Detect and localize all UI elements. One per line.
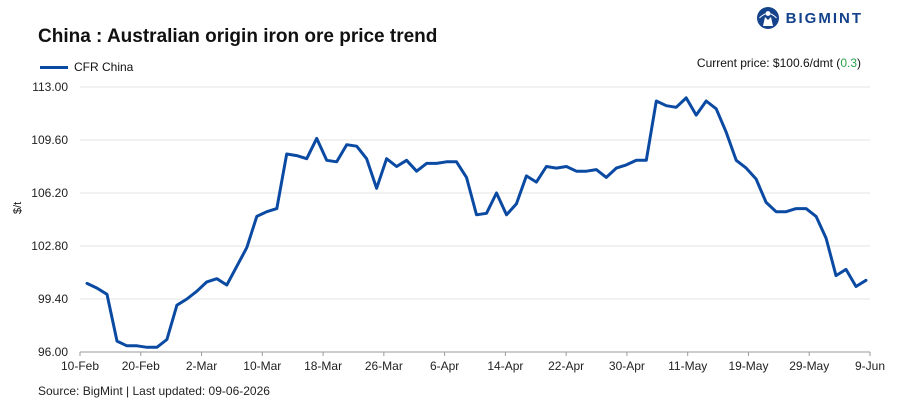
bigmint-globe-icon [756,7,779,29]
x-tick-label: 22-Apr [548,359,584,373]
y-tick-label: 113.00 [32,80,68,94]
y-tick-label: 109.60 [31,133,68,147]
brand-logo: BIGMINT [756,6,863,30]
x-tick-label: 19-May [728,359,768,373]
legend-swatch [40,65,68,69]
x-tick-label: 11-May [668,359,707,373]
y-tick-label: 106.20 [31,186,68,200]
x-tick-label: 20-Feb [122,359,160,373]
source-note: Source: BigMint | Last updated: 09-06-20… [38,384,270,398]
x-tick-labels: 10-Feb 20-Feb 2-Mar 10-Mar 18-Mar 26-Mar 6-Apr… [61,352,885,373]
grid-lines [80,86,870,353]
current-price-prefix: Current price: $100.6/dmt ( [696,56,841,70]
y-tick-label: 99.40 [38,292,68,306]
legend: CFR China [40,60,133,74]
x-tick-label: 10-Mar [243,359,281,373]
x-tick-label: 10-Feb [61,359,99,373]
x-tick-label: 30-Apr [609,359,645,373]
x-tick-label: 2-Mar [186,359,217,373]
current-price-change: 0.3 [840,56,857,70]
x-tick-label: 9-Jun [855,359,885,373]
brand-name: BIGMINT [785,9,863,27]
series-group [85,96,868,349]
current-price: Current price: $100.6/dmt (0.3) [697,56,861,70]
y-tick-labels: 96.00 99.40 102.80 106.20 109.60 113.00 [31,80,68,359]
chart-title: China : Australian origin iron ore price… [38,26,438,47]
y-tick-label: 102.80 [31,239,68,253]
x-tick-label: 18-Mar [304,359,342,373]
x-tick-label: 26-Mar [365,359,403,373]
x-tick-label: 14-Apr [487,359,523,373]
legend-label: CFR China [74,60,134,74]
current-price-suffix: ) [857,56,861,70]
x-tick-label: 29-May [789,359,829,373]
series-line-cfr-china [85,96,868,349]
y-tick-label: 96.00 [38,345,68,359]
x-tick-label: 6-Apr [430,359,459,373]
